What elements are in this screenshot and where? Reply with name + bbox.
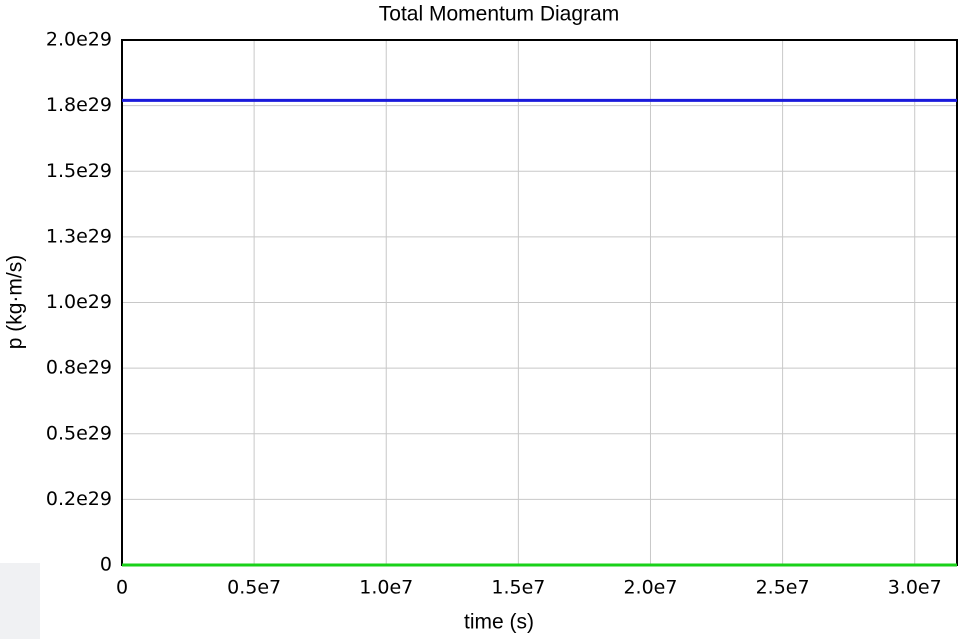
y-tick-label: 0.2e29: [46, 488, 112, 510]
y-tick-label: 1.0e29: [46, 291, 112, 313]
x-tick-label: 2.5e7: [756, 577, 810, 599]
x-tick-label: 1.0e7: [359, 577, 413, 599]
x-axis-label: time (s): [464, 611, 534, 634]
x-tick-label: 1.5e7: [491, 577, 545, 599]
x-tick-label: 0.5e7: [227, 577, 281, 599]
y-axis-label: p (kg·m/s): [4, 255, 27, 350]
x-tick-label: 0: [116, 577, 128, 599]
y-tick-label: 1.8e29: [46, 94, 112, 116]
y-tick-label: 1.5e29: [46, 160, 112, 182]
y-tick-label: 0.5e29: [46, 422, 112, 444]
y-tick-label: 1.3e29: [46, 225, 112, 247]
side-panel: [0, 563, 40, 639]
background: [0, 0, 40, 563]
x-tick-label: 3.0e7: [888, 577, 942, 599]
x-tick-label: 2.0e7: [623, 577, 677, 599]
chart-title: Total Momentum Diagram: [379, 3, 619, 26]
y-tick-label: 0: [100, 554, 112, 576]
y-tick-label: 2.0e29: [46, 29, 112, 51]
y-tick-label: 0.8e29: [46, 357, 112, 379]
